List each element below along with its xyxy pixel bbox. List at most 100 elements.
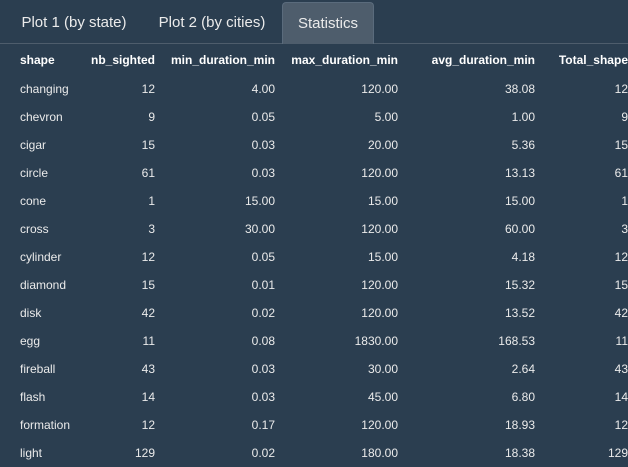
cell-min-duration: 0.03 [251, 166, 275, 180]
cell-min-duration: 0.05 [251, 110, 275, 124]
cell-shape: cross [20, 222, 49, 236]
cell-total-shape: 11 [615, 334, 628, 348]
cell-avg-duration: 5.36 [511, 138, 535, 152]
table-row: cylinder 12 0.05 15.00 4.18 12 [0, 243, 628, 271]
cell-shape: cigar [20, 138, 47, 152]
cell-max-duration: 120.00 [361, 418, 398, 432]
cell-min-duration: 0.01 [251, 278, 275, 292]
table-row: cone 1 15.00 15.00 15.00 1 [0, 187, 628, 215]
table-row: cross 3 30.00 120.00 60.00 3 [0, 215, 628, 243]
cell-avg-duration: 13.13 [504, 166, 535, 180]
cell-max-duration: 120.00 [361, 82, 398, 96]
cell-total-shape: 43 [614, 362, 628, 376]
cell-shape: cone [20, 194, 47, 208]
cell-max-duration: 120.00 [361, 306, 398, 320]
cell-nb-sighted: 11 [142, 334, 155, 348]
cell-min-duration: 30.00 [244, 222, 275, 236]
cell-min-duration: 0.03 [251, 138, 275, 152]
cell-total-shape: 15 [614, 138, 628, 152]
cell-min-duration: 0.17 [251, 418, 275, 432]
cell-total-shape: 1 [621, 194, 628, 208]
cell-total-shape: 3 [621, 222, 628, 236]
cell-max-duration: 120.00 [361, 166, 398, 180]
cell-avg-duration: 38.08 [504, 82, 535, 96]
column-header-avg-duration[interactable]: avg_duration_min [431, 53, 535, 67]
column-header-shape[interactable]: shape [20, 53, 55, 67]
table-row: changing 12 4.00 120.00 38.08 12 [0, 75, 628, 103]
cell-avg-duration: 15.00 [504, 194, 535, 208]
cell-shape: chevron [20, 110, 63, 124]
cell-max-duration: 45.00 [367, 390, 398, 404]
cell-nb-sighted: 15 [141, 138, 155, 152]
cell-avg-duration: 2.64 [511, 362, 535, 376]
cell-nb-sighted: 3 [148, 222, 155, 236]
cell-max-duration: 1830.00 [354, 334, 398, 348]
cell-avg-duration: 18.93 [504, 418, 535, 432]
cell-min-duration: 15.00 [244, 194, 275, 208]
cell-total-shape: 12 [614, 418, 628, 432]
tab-plot-by-cities[interactable]: Plot 2 (by cities) [158, 14, 266, 31]
cell-min-duration: 0.05 [251, 250, 275, 264]
cell-total-shape: 9 [621, 110, 628, 124]
tab-plot-by-state[interactable]: Plot 1 (by state) [21, 14, 127, 31]
cell-total-shape: 15 [614, 278, 628, 292]
cell-total-shape: 61 [614, 166, 628, 180]
cell-max-duration: 15.00 [367, 250, 398, 264]
cell-total-shape: 42 [614, 306, 628, 320]
cell-nb-sighted: 12 [141, 250, 155, 264]
tab-statistics[interactable]: Statistics [282, 2, 374, 44]
table-body: changing 12 4.00 120.00 38.08 12 chevron 9 0.05 5… [0, 75, 628, 467]
column-header-min-duration[interactable]: min_duration_min [170, 53, 275, 67]
table-row: fireball 43 0.03 30.00 2.64 43 [0, 355, 628, 383]
cell-nb-sighted: 42 [141, 306, 155, 320]
cell-nb-sighted: 12 [141, 418, 155, 432]
table-row: light 129 0.02 180.00 18.38 129 [0, 439, 628, 467]
cell-avg-duration: 15.32 [504, 278, 535, 292]
table-row: chevron 9 0.05 5.00 1.00 9 [0, 103, 628, 131]
column-header-max-duration[interactable]: max_duration_min [291, 53, 398, 67]
cell-max-duration: 5.00 [374, 110, 398, 124]
column-header-total-shape[interactable]: Total_shape [558, 53, 628, 67]
cell-max-duration: 180.00 [361, 446, 398, 460]
table-row: disk 42 0.02 120.00 13.52 42 [0, 299, 628, 327]
cell-min-duration: 0.03 [251, 390, 275, 404]
table-row: diamond 15 0.01 120.00 15.32 15 [0, 271, 628, 299]
cell-avg-duration: 168.53 [498, 334, 535, 348]
cell-nb-sighted: 12 [141, 82, 155, 96]
table-row: circle 61 0.03 120.00 13.13 61 [0, 159, 628, 187]
cell-avg-duration: 60.00 [504, 222, 535, 236]
table-row: egg 11 0.08 1830.00 168.53 11 [0, 327, 628, 355]
cell-min-duration: 0.08 [251, 334, 275, 348]
cell-shape: fireball [20, 362, 56, 376]
cell-nb-sighted: 9 [148, 110, 155, 124]
cell-nb-sighted: 129 [134, 446, 155, 460]
cell-nb-sighted: 61 [141, 166, 155, 180]
cell-shape: light [20, 446, 43, 460]
table-row: formation 12 0.17 120.00 18.93 12 [0, 411, 628, 439]
cell-nb-sighted: 15 [141, 278, 155, 292]
tab-bar: Plot 1 (by state) Plot 2 (by cities) Sta… [0, 0, 628, 44]
cell-shape: egg [20, 334, 41, 348]
cell-total-shape: 12 [614, 82, 628, 96]
column-header-nb-sighted[interactable]: nb_sighted [90, 53, 155, 67]
cell-total-shape: 129 [607, 446, 628, 460]
cell-min-duration: 0.02 [251, 446, 275, 460]
cell-max-duration: 15.00 [367, 194, 398, 208]
cell-min-duration: 0.03 [251, 362, 275, 376]
cell-total-shape: 14 [614, 390, 628, 404]
cell-avg-duration: 18.38 [504, 446, 535, 460]
cell-shape: circle [20, 166, 49, 180]
cell-total-shape: 12 [614, 250, 628, 264]
cell-shape: diamond [20, 278, 67, 292]
table-header-row: shape nb_sighted min_duration_min max_du… [0, 45, 628, 75]
cell-shape: flash [20, 390, 46, 404]
cell-avg-duration: 4.18 [511, 250, 535, 264]
cell-avg-duration: 6.80 [511, 390, 535, 404]
table-row: flash 14 0.03 45.00 6.80 14 [0, 383, 628, 411]
statistics-table: shape nb_sighted min_duration_min max_du… [0, 45, 628, 467]
cell-nb-sighted: 14 [141, 390, 155, 404]
cell-min-duration: 0.02 [251, 306, 275, 320]
cell-shape: formation [20, 418, 71, 432]
cell-shape: cylinder [20, 250, 62, 264]
cell-avg-duration: 1.00 [511, 110, 535, 124]
